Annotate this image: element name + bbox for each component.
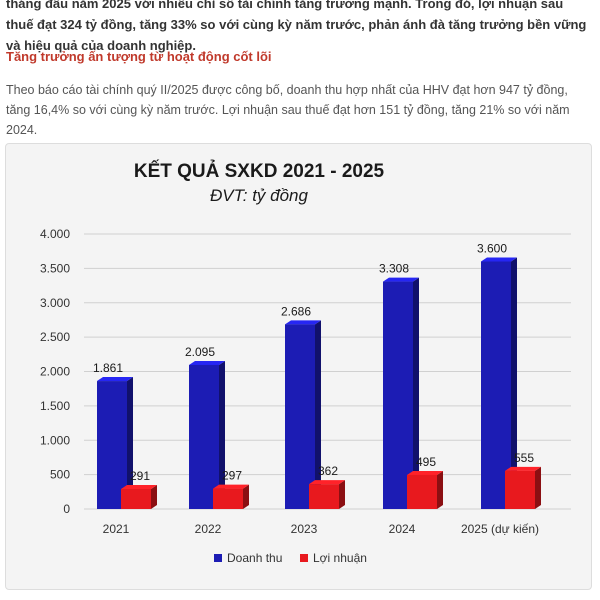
bar-top (121, 484, 157, 489)
bar-profit (407, 470, 443, 509)
bar-side (219, 360, 225, 509)
x-tick-label: 2024 (389, 522, 416, 536)
data-label: 362 (318, 464, 338, 478)
chart-image: KẾT QUẢ SXKD 2021 - 2025 ĐVT: tỷ đồng 0 5… (5, 143, 592, 590)
data-label: 495 (416, 455, 436, 469)
bar-profit (121, 484, 157, 509)
bar-front (213, 488, 243, 509)
data-label: 1.861 (93, 361, 123, 375)
bar-top (481, 257, 517, 262)
bar-front (285, 324, 315, 509)
bar-side (339, 480, 345, 509)
x-tick-label: 2023 (291, 522, 318, 536)
bar-side (127, 377, 133, 509)
bar-profit (213, 484, 249, 509)
bar-front (481, 261, 511, 509)
bar-top (383, 277, 419, 282)
bar-side (511, 257, 517, 509)
results-bar-chart: KẾT QUẢ SXKD 2021 - 2025 ĐVT: tỷ đồng 0 5… (40, 160, 571, 565)
bar-front (309, 484, 339, 509)
y-tick-label: 3.500 (40, 261, 70, 275)
legend-swatch (300, 554, 308, 562)
bar-revenue (189, 360, 225, 509)
bar-top (97, 377, 133, 382)
bar-side (413, 277, 419, 509)
article-subheading: Tăng trưởng ấn tượng từ hoạt động cốt lõ… (6, 49, 272, 64)
data-label: 2.095 (185, 345, 215, 359)
x-tick-label: 2022 (195, 522, 222, 536)
legend-swatch (214, 554, 222, 562)
data-label: 297 (222, 469, 242, 483)
y-axis: 0 500 1.000 1.500 2.000 2.500 3.000 3.500 4.000 (40, 227, 70, 516)
y-tick-label: 500 (50, 468, 70, 482)
bar-top (285, 320, 321, 325)
bar-revenue (285, 320, 321, 509)
x-tick-label: 2021 (103, 522, 130, 536)
bar-front (383, 281, 413, 509)
data-label: 3.308 (379, 262, 409, 276)
legend-label: Lợi nhuận (313, 551, 367, 565)
bar-profit (309, 480, 345, 509)
bar-front (189, 364, 219, 509)
y-tick-label: 4.000 (40, 227, 70, 241)
y-tick-label: 2.000 (40, 365, 70, 379)
bar-side (535, 466, 541, 509)
data-label: 2.686 (281, 304, 311, 318)
bar-top (189, 360, 225, 365)
bar-front (505, 470, 535, 509)
bar-top (505, 466, 541, 471)
bar-front (97, 381, 127, 509)
bar-top (309, 480, 345, 485)
bar-revenue (383, 277, 419, 509)
bar-revenue (481, 257, 517, 509)
article-paragraph-top: tháng đầu năm 2025 với nhiều chỉ số tài … (6, 0, 587, 53)
data-label: 555 (514, 451, 534, 465)
bar-side (151, 484, 157, 509)
y-tick-label: 3.000 (40, 296, 70, 310)
legend: Doanh thu Lợi nhuận (214, 551, 367, 565)
x-tick-label: 2025 (dự kiến) (461, 522, 539, 536)
chart-title: KẾT QUẢ SXKD 2021 - 2025 (134, 160, 385, 182)
x-axis: 2021 2022 2023 2024 2025 (dự kiến) (103, 522, 539, 536)
bar-revenue (97, 377, 133, 509)
y-tick-label: 0 (63, 502, 70, 516)
y-tick-label: 1.500 (40, 399, 70, 413)
y-tick-label: 1.000 (40, 433, 70, 447)
bar-top (407, 470, 443, 475)
bar-side (437, 470, 443, 509)
bar-side (243, 484, 249, 509)
bar-profit (505, 466, 541, 509)
legend-label: Doanh thu (227, 551, 282, 565)
bar-front (121, 488, 151, 509)
data-label: 3.600 (477, 242, 507, 256)
y-tick-label: 2.500 (40, 330, 70, 344)
article-paragraph-body: Theo báo cáo tài chính quý II/2025 được … (6, 83, 570, 137)
data-label: 291 (130, 469, 150, 483)
bars: 1.861 2.095 2.686 3.308 3.600 291 297 362 495 555 (93, 242, 541, 509)
chart-subtitle: ĐVT: tỷ đồng (210, 186, 308, 205)
bar-top (213, 484, 249, 489)
bar-side (315, 320, 321, 509)
bar-front (407, 474, 437, 509)
